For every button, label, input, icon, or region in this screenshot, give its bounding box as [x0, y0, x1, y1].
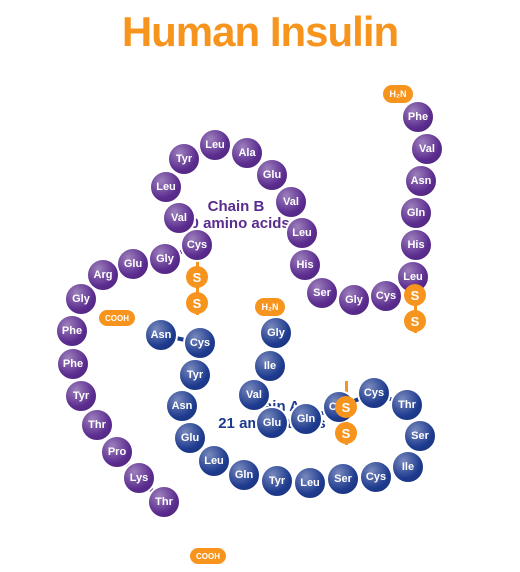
chainA-residue: Leu: [293, 466, 327, 500]
residue-label: Thr: [155, 496, 173, 508]
residue-label: Cys: [366, 471, 386, 483]
residue-label: Cys: [364, 387, 384, 399]
residue-label: Lys: [130, 472, 149, 484]
residue-label: Ala: [238, 147, 255, 159]
residue-label: Ile: [264, 360, 276, 372]
terminal-badge: COOH: [99, 310, 135, 326]
residue-label: Leu: [403, 271, 423, 283]
chainA-residue: Thr: [390, 388, 424, 422]
chainA-residue: Gly: [259, 316, 293, 350]
chainA-residue: Cys: [359, 460, 393, 494]
residue-label: His: [296, 259, 313, 271]
residue-label: Gln: [407, 207, 425, 219]
chainB-residue: Glu: [116, 247, 150, 281]
residue-label: Cys: [187, 239, 207, 251]
chainA-residue: Cys: [357, 376, 391, 410]
residue-label: Val: [171, 212, 187, 224]
chainB-residue: Phe: [401, 100, 435, 134]
chainB-residue: Asn: [404, 164, 438, 198]
terminal-badge: COOH: [190, 548, 226, 564]
chainA-residue: Tyr: [260, 464, 294, 498]
residue-label: Arg: [94, 269, 113, 281]
residue-label: Ser: [411, 430, 429, 442]
title-text: Human Insulin: [122, 8, 398, 55]
residue-label: Asn: [151, 329, 172, 341]
residue-label: Thr: [398, 399, 416, 411]
residue-label: Glu: [124, 258, 142, 270]
residue-label: Gly: [267, 327, 285, 339]
chainB-residue: Gly: [337, 283, 371, 317]
residue-label: Val: [283, 196, 299, 208]
chainA-residue: Cys: [183, 326, 217, 360]
residue-label: Tyr: [187, 369, 203, 381]
chainA-residue: Gln: [227, 458, 261, 492]
residue-label: His: [407, 239, 424, 251]
residue-label: Gly: [345, 294, 363, 306]
chain-b-line1: Chain B: [208, 198, 265, 215]
chainB-residue: Gly: [148, 242, 182, 276]
sulfur-icon: S: [404, 284, 426, 306]
residue-label: Ser: [334, 473, 352, 485]
residue-label: Phe: [62, 325, 82, 337]
residue-label: Leu: [156, 181, 176, 193]
chainB-residue: His: [288, 248, 322, 282]
residue-label: Tyr: [176, 153, 192, 165]
residue-label: Thr: [88, 419, 106, 431]
sulfur-icon: S: [335, 396, 357, 418]
residue-label: Asn: [411, 175, 432, 187]
chainB-residue: Val: [410, 132, 444, 166]
residue-label: Cys: [376, 290, 396, 302]
chainB-residue: Cys: [180, 228, 214, 262]
terminal-badge: H₂N: [255, 298, 285, 316]
sulfur-icon: S: [335, 422, 357, 444]
chainA-residue: Asn: [144, 318, 178, 352]
chainB-residue: Gly: [64, 282, 98, 316]
residue-label: Gln: [235, 469, 253, 481]
residue-label: Tyr: [269, 475, 285, 487]
chainB-residue: Cys: [369, 279, 403, 313]
sulfur-icon: S: [404, 310, 426, 332]
chainA-residue: Gln: [289, 402, 323, 436]
residue-label: Glu: [181, 432, 199, 444]
residue-label: Glu: [263, 417, 281, 429]
chainA-residue: Glu: [173, 421, 207, 455]
chainA-residue: Asn: [165, 389, 199, 423]
chainB-residue: Leu: [149, 170, 183, 204]
chainB-residue: Leu: [198, 128, 232, 162]
page-title: Human Insulin: [0, 8, 520, 56]
residue-label: Ser: [313, 287, 331, 299]
sulfur-icon: S: [186, 266, 208, 288]
sulfur-icon: S: [186, 292, 208, 314]
chainB-residue: Phe: [55, 314, 89, 348]
chainB-residue: Ala: [230, 136, 264, 170]
residue-label: Cys: [190, 337, 210, 349]
residue-label: Ile: [402, 461, 414, 473]
residue-label: Asn: [172, 400, 193, 412]
residue-label: Val: [246, 389, 262, 401]
residue-label: Leu: [205, 139, 225, 151]
chainA-residue: Ser: [403, 419, 437, 453]
chainA-residue: Ile: [391, 450, 425, 484]
residue-label: Leu: [204, 455, 224, 467]
terminal-badge: H₂N: [383, 85, 413, 103]
residue-label: Val: [419, 143, 435, 155]
residue-label: Pro: [108, 446, 126, 458]
chainB-residue: Thr: [147, 485, 181, 519]
residue-label: Leu: [300, 477, 320, 489]
residue-label: Tyr: [73, 390, 89, 402]
chainA-residue: Ser: [326, 462, 360, 496]
chainB-residue: Gln: [399, 196, 433, 230]
residue-label: Leu: [292, 227, 312, 239]
residue-label: Phe: [408, 111, 428, 123]
residue-label: Gly: [72, 293, 90, 305]
chainB-residue: Phe: [56, 347, 90, 381]
residue-label: Gly: [156, 253, 174, 265]
residue-label: Gln: [297, 413, 315, 425]
residue-label: Phe: [63, 358, 83, 370]
chainB-residue: Leu: [285, 216, 319, 250]
residue-label: Glu: [263, 169, 281, 181]
chainA-residue: Glu: [255, 406, 289, 440]
chainA-residue: Tyr: [178, 358, 212, 392]
chainB-residue: His: [399, 228, 433, 262]
